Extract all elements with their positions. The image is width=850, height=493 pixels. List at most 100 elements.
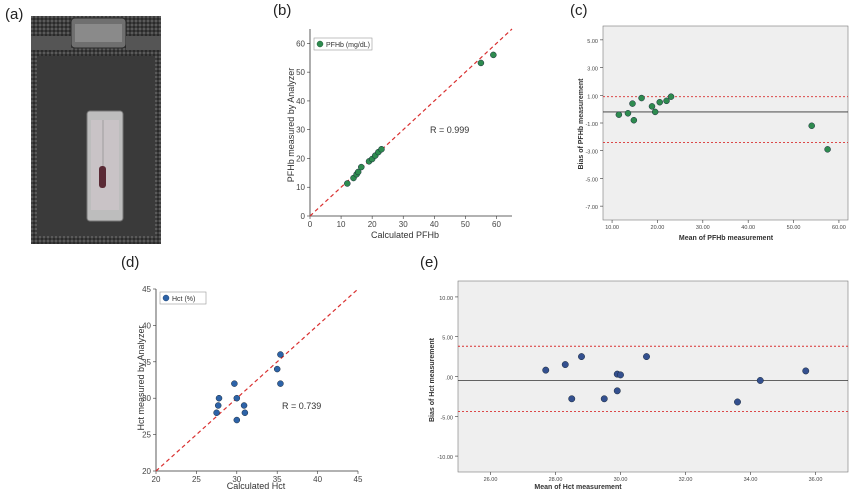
chart-c-point — [651, 108, 659, 116]
chart-b-x-tick-label: 10 — [337, 220, 346, 229]
chart-b-point — [477, 59, 485, 67]
chart-c-y-tick-label: 1.00 — [587, 94, 598, 100]
chart-e-point — [568, 395, 576, 403]
chart-e-point — [802, 367, 810, 375]
chart-c-point — [808, 122, 815, 130]
chart-c-y-tick-label: -7.00 — [585, 205, 598, 211]
chart-b-y-tick-label: 20 — [296, 154, 305, 163]
chart-b-y-tick-label: 40 — [296, 97, 305, 106]
chart-b-x-tick-label: 20 — [368, 220, 377, 229]
chart-b-point — [354, 168, 362, 176]
chart-d-point — [277, 380, 284, 387]
chart-b-y-tick-label: 50 — [296, 68, 305, 77]
chart-d-point — [241, 409, 249, 417]
chart-c-y-tick-label: -5.00 — [585, 177, 598, 183]
chart-e-x-tick-label: 30.00 — [614, 477, 628, 483]
chart-b-legend-text: PFHb (mg/dL) — [326, 42, 370, 49]
chart-c-y-tick-label: -1.00 — [585, 122, 598, 128]
chart-b-ylabel: PFHb measured by Analyzer — [286, 68, 296, 183]
chart-e-point — [613, 370, 621, 378]
chart-c-y-tick-label: 5.00 — [587, 39, 598, 45]
chart-d-legend-marker — [162, 294, 170, 302]
chart-b-x-tick-label: 40 — [430, 220, 439, 229]
chart-e-point — [578, 353, 585, 361]
chart-d-y-tick-label: 20 — [142, 467, 151, 476]
chart-d-point — [215, 394, 223, 402]
chart-b-legend — [313, 37, 373, 51]
chart-c-point — [663, 97, 670, 105]
chart-d-legend — [159, 291, 207, 305]
chart-d-y-tick-label: 40 — [142, 321, 151, 330]
chart-d-y-tick-label: 30 — [142, 394, 151, 403]
chart-e-x-tick-label: 34.00 — [744, 477, 758, 483]
chart-d-x-tick-label: 35 — [273, 475, 282, 484]
chart-c-x-tick-label: 30.00 — [696, 225, 710, 231]
chart-d-point — [273, 365, 281, 373]
chart-c-point — [656, 98, 663, 106]
chart-d-annotation: R = 0.739 — [282, 401, 321, 411]
chart-e-point — [617, 371, 624, 379]
chart-b-y-tick-label: 10 — [296, 183, 305, 192]
chart-e-x-tick-label: 36.00 — [809, 477, 823, 483]
chart-c-point — [629, 100, 636, 107]
chart-e-point — [734, 398, 741, 406]
chart-d-point — [233, 416, 241, 424]
chart-e-ylabel: Bias of Hct measurement — [429, 337, 436, 422]
chart-d-plot-area — [156, 289, 358, 471]
chart-d-point — [233, 394, 241, 402]
chart-d-point — [240, 402, 248, 409]
chart-e-point — [756, 377, 764, 384]
chart-d-identity-line — [155, 288, 359, 472]
chart-d-x-tick-label: 20 — [152, 475, 161, 484]
chart-e-y-tick-label: -5.00 — [440, 415, 453, 421]
chart-d-xlabel: Calculated Hct — [227, 481, 286, 491]
chart-d-point — [214, 402, 222, 409]
chart-b-y-tick-label: 30 — [296, 126, 305, 135]
chart-b-identity-line — [309, 28, 513, 217]
chart-e-x-tick-label: 28.00 — [549, 477, 563, 483]
chart-c-xlabel: Mean of PFHb measurement — [679, 235, 774, 242]
chart-e-point — [561, 361, 569, 369]
chart-c-point — [648, 103, 656, 110]
chart-c-plot-area — [602, 25, 849, 221]
panel-label-b: (b) — [273, 2, 292, 19]
chart-d-x-tick-label: 25 — [192, 475, 201, 484]
chart-e-point — [542, 366, 550, 374]
chart-b-point — [378, 146, 385, 153]
chart-c-point — [630, 116, 638, 124]
chart-e-point — [600, 395, 608, 403]
chart-b-point — [368, 155, 376, 163]
chart-e-y-tick-label: 10.00 — [439, 296, 453, 302]
chart-d-legend-text: Hct (%) — [172, 296, 195, 303]
chart-b-x-tick-label: 50 — [461, 220, 470, 229]
panel-label-c: (c) — [570, 2, 588, 19]
chart-b-x-tick-label: 0 — [308, 220, 313, 229]
chart-d-x-tick-label: 30 — [232, 475, 241, 484]
chart-b-point — [490, 51, 497, 59]
chart-e-point — [643, 353, 650, 361]
chart-d-x-tick-label: 45 — [354, 475, 363, 484]
chart-d-ylabel: Hct measured by Analyzer — [136, 325, 146, 430]
chart-b-point — [365, 158, 373, 165]
panel-label-a: (a) — [5, 6, 24, 23]
device-photo — [31, 16, 161, 244]
chart-b-xlabel: Calculated PFHb — [371, 230, 439, 240]
chart-c-y-tick-label: -3.00 — [585, 150, 598, 156]
chart-b-x-tick-label: 60 — [492, 220, 501, 229]
chart-c-point — [615, 111, 623, 118]
chart-b-legend-marker — [316, 40, 324, 48]
chart-c-point — [624, 110, 632, 117]
chart-d-point — [213, 409, 220, 417]
chart-c-x-tick-label: 20.00 — [651, 225, 665, 231]
chart-c-x-tick-label: 50.00 — [787, 225, 801, 231]
chart-e-point — [613, 387, 621, 395]
chart-d-point — [277, 351, 284, 358]
chart-e-x-tick-label: 32.00 — [679, 477, 693, 483]
chart-c-point — [667, 93, 675, 100]
chart-e-plot-area — [457, 280, 849, 473]
chart-c-y-tick-label: 3.00 — [587, 67, 598, 73]
chart-b-x-tick-label: 30 — [399, 220, 408, 229]
chart-e-y-tick-label: -10.00 — [437, 455, 453, 461]
chart-d-y-tick-label: 25 — [142, 431, 151, 440]
chart-b-plot-area — [310, 29, 512, 216]
